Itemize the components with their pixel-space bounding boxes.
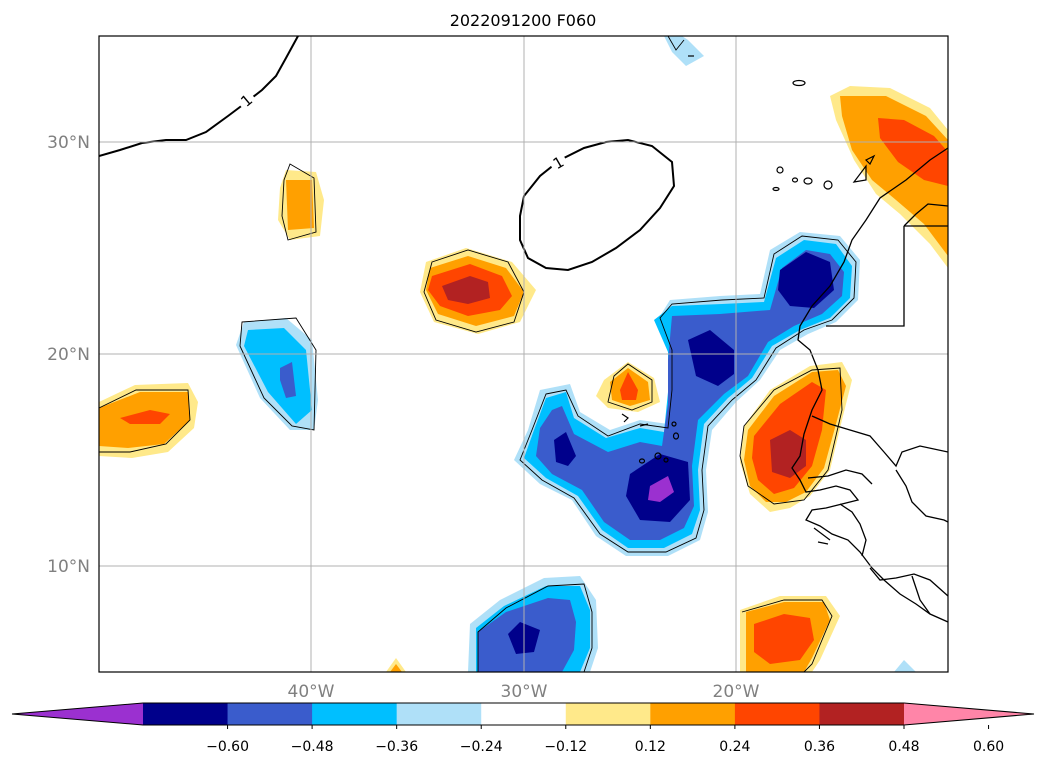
west-orange-small-core (286, 180, 314, 230)
negative-purple-core (648, 476, 674, 502)
map-frame (98, 35, 949, 673)
colorbar-tick-label: 0.60 (973, 739, 1004, 755)
colorbar-segment (312, 703, 398, 725)
west-negative-core (280, 362, 296, 398)
light-blue-patch-north (664, 36, 704, 66)
tiny-blue-patch (894, 660, 916, 672)
small-positive-core (620, 372, 638, 400)
negative-dark-core-4 (778, 252, 834, 308)
colorbar-tick-label: 0.36 (804, 739, 835, 755)
tiny-orange-patch (390, 664, 402, 672)
main-negative-core (536, 250, 844, 540)
colorbar-segment (734, 703, 820, 725)
negative-dark-core-1 (554, 432, 576, 466)
colorbar-extend-low (12, 703, 143, 725)
colorbar-tick-label: −0.60 (206, 739, 249, 755)
contour-labels: 1 1 (234, 88, 569, 173)
longitude-labels: 40°W 30°W 20°W (288, 682, 760, 702)
southeast-positive-core (754, 614, 814, 664)
colorbar-segment (565, 703, 651, 725)
west-negative-mid (244, 328, 312, 424)
colorbar-segment (650, 703, 736, 725)
colorbar-tick-label: −0.12 (544, 739, 587, 755)
lat-label-10n: 10°N (47, 557, 90, 577)
colorbar-extend-high (904, 703, 1034, 725)
colorbar-tick-label: −0.24 (460, 739, 503, 755)
gridlines (99, 36, 948, 672)
islands (621, 55, 876, 545)
map-area: 1 1 (99, 36, 948, 672)
map-title: 2022091200 F060 (450, 11, 597, 30)
thin-contours (99, 36, 857, 672)
colorbar-tick-label: 0.12 (635, 739, 666, 755)
lat-label-30n: 30°N (47, 133, 90, 153)
colorbar-segment (396, 703, 482, 725)
lon-label-40w: 40°W (288, 682, 335, 702)
central-positive-core (442, 276, 490, 304)
colorbar-segment (227, 703, 313, 725)
negative-dark-core-3 (688, 330, 734, 386)
colorbar-tick-label: −0.36 (375, 739, 418, 755)
anomaly-shading (99, 36, 948, 672)
coastlines (791, 147, 948, 623)
northeast-positive-red (878, 118, 948, 186)
lat-label-20n: 20°N (47, 345, 90, 365)
colorbar-outline (11, 702, 1035, 726)
colorbar-tick-label: −0.48 (291, 739, 334, 755)
colorbar-tick-label: 0.24 (719, 739, 750, 755)
latitude-labels: 30°N 20°N 10°N (47, 133, 90, 577)
lon-label-20w: 20°W (713, 682, 760, 702)
colorbar: −0.60 −0.48 −0.36 −0.24 −0.12 0.12 0.24 0.36 0.4… (11, 702, 1035, 755)
colorbar-segment (819, 703, 905, 725)
colorbar-segment (143, 703, 229, 725)
colorbar-segment (481, 703, 567, 725)
west-positive-core (120, 410, 170, 424)
colorbar-tick-label: 0.48 (888, 739, 919, 755)
lon-label-30w: 30°W (501, 682, 548, 702)
east-positive-core (770, 430, 806, 478)
